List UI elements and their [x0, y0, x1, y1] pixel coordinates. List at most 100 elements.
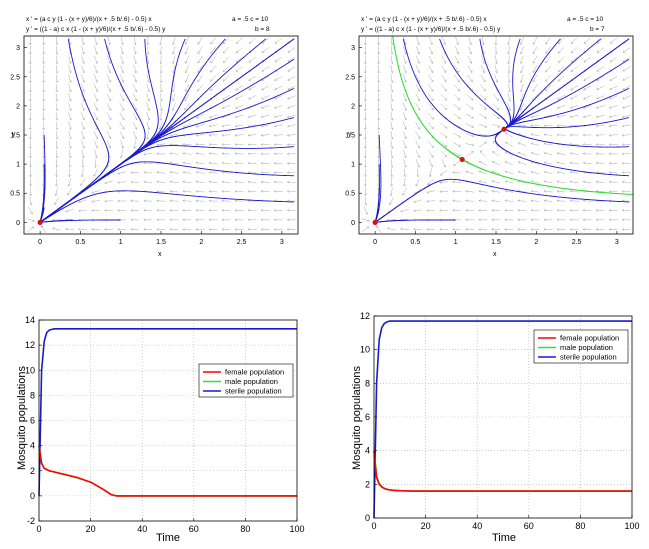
direction-arrow	[507, 55, 511, 64]
direction-arrow	[569, 161, 579, 165]
direction-arrow	[622, 227, 631, 231]
direction-arrow	[169, 199, 179, 203]
direction-arrow	[543, 189, 553, 193]
direction-arrow	[120, 140, 124, 149]
direction-arrow	[106, 112, 112, 120]
direction-arrow	[507, 64, 511, 74]
direction-arrow	[195, 133, 205, 137]
direction-arrow	[55, 121, 59, 130]
equation-y-1: y ' = ((1 - a) c x (1 - (x + y)/6)/(x + …	[26, 26, 166, 33]
direction-arrow	[80, 178, 86, 186]
direction-arrow	[504, 170, 514, 175]
x-tick-label: 2.5	[572, 239, 582, 246]
direction-arrow	[261, 190, 270, 193]
direction-arrow	[491, 180, 501, 184]
direction-arrow	[274, 105, 283, 109]
direction-arrow	[261, 114, 270, 119]
legend-label: female population	[560, 334, 619, 343]
direction-arrow	[439, 190, 449, 194]
direction-arrow	[146, 83, 150, 93]
direction-arrow	[106, 131, 112, 139]
x-tick-label: 60	[524, 521, 534, 531]
y-axis-label-1: y	[12, 131, 16, 138]
direction-arrow	[106, 102, 112, 111]
x-tick-label: 60	[189, 524, 199, 534]
direction-arrow	[42, 64, 46, 74]
y-tick-label: 2	[30, 466, 35, 476]
direction-arrow	[570, 85, 579, 91]
direction-arrow	[468, 36, 472, 45]
y-tick-label: 4	[30, 441, 35, 451]
direction-arrow	[195, 171, 205, 174]
direction-arrow	[428, 55, 434, 64]
direction-arrow	[146, 102, 151, 111]
direction-arrow	[143, 171, 153, 174]
direction-arrow	[68, 140, 72, 149]
direction-arrow	[466, 103, 474, 110]
direction-arrow	[520, 74, 524, 83]
direction-arrow	[429, 36, 433, 45]
direction-arrow	[234, 143, 244, 146]
direction-arrow	[182, 199, 192, 203]
direction-arrow	[221, 143, 231, 146]
y-tick-label: 3	[16, 45, 20, 52]
direction-arrow	[530, 142, 540, 146]
trajectory	[505, 38, 602, 129]
direction-arrow	[235, 104, 244, 109]
direction-arrow	[159, 102, 163, 112]
direction-arrow	[491, 227, 501, 231]
direction-arrow	[55, 45, 59, 55]
direction-arrow	[261, 85, 270, 91]
direction-arrow	[532, 65, 538, 73]
series-line-sterile	[373, 320, 632, 519]
direction-arrow	[261, 133, 270, 137]
x-tick-label: 0	[371, 521, 376, 531]
direction-arrow	[556, 114, 566, 119]
direction-arrow	[120, 36, 124, 45]
direction-arrow	[93, 102, 99, 111]
direction-arrow	[491, 189, 501, 193]
direction-arrow	[234, 190, 244, 193]
series-line-sterile	[38, 328, 297, 496]
direction-arrow	[68, 149, 72, 159]
direction-arrow	[146, 55, 150, 64]
direction-arrow	[517, 199, 527, 203]
direction-arrow	[428, 46, 433, 55]
direction-arrow	[569, 208, 579, 212]
direction-arrow	[26, 226, 35, 232]
direction-arrow	[543, 208, 553, 212]
y-tick-label: 6	[365, 412, 370, 422]
direction-arrow	[480, 65, 486, 74]
direction-arrow	[234, 133, 244, 137]
direction-arrow	[146, 45, 150, 55]
x-tick-label: 0	[373, 239, 377, 246]
direction-arrow	[428, 65, 434, 73]
direction-arrow	[504, 199, 514, 203]
direction-arrow	[570, 105, 579, 109]
trajectories	[39, 38, 295, 223]
direction-arrow	[390, 93, 394, 102]
direction-arrow	[465, 208, 475, 212]
direction-arrow	[28, 102, 32, 112]
direction-arrow	[518, 151, 527, 156]
direction-arrow	[478, 189, 488, 193]
direction-arrow	[520, 93, 524, 102]
direction-arrow	[106, 140, 111, 149]
direction-arrow	[622, 105, 631, 109]
x-tick-label: 40	[472, 521, 482, 531]
direction-arrow	[403, 149, 407, 159]
direction-arrow	[582, 218, 592, 222]
direction-arrow	[467, 74, 473, 83]
direction-arrow	[596, 133, 605, 137]
direction-arrow	[491, 218, 501, 222]
direction-arrow	[517, 208, 527, 212]
direction-arrow	[439, 227, 449, 231]
direction-arrow	[132, 93, 138, 102]
direction-arrow	[247, 143, 257, 146]
direction-arrow	[106, 93, 112, 102]
direction-arrow	[221, 161, 231, 165]
direction-arrow	[520, 55, 524, 64]
direction-arrow	[377, 102, 381, 112]
direction-arrow	[93, 131, 98, 140]
